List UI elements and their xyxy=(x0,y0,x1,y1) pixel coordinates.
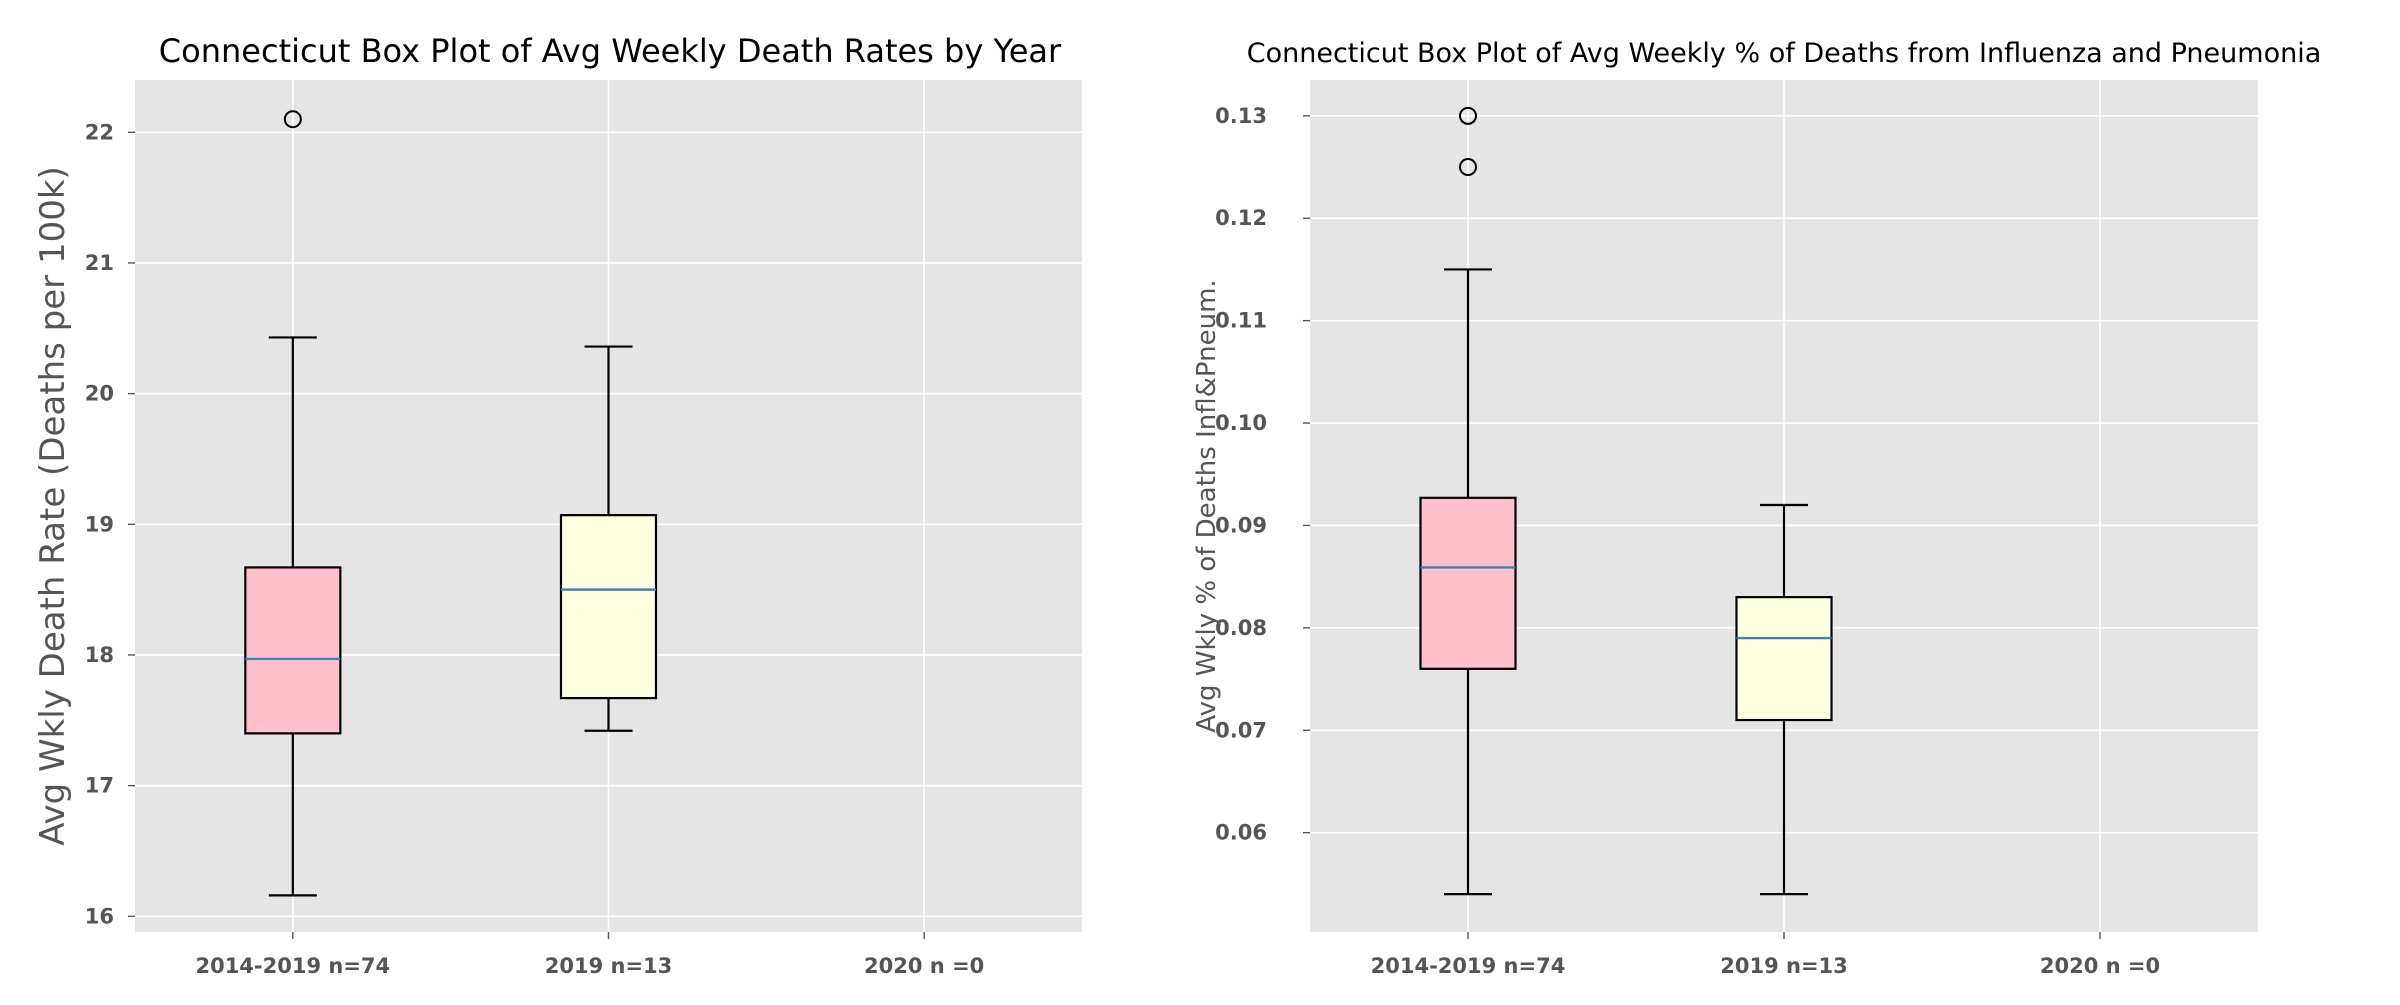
x-tick-label: 2019 n=13 xyxy=(1720,954,1848,978)
y-tick-label: 0.07 xyxy=(1215,718,1267,742)
outlier-point xyxy=(283,110,302,129)
chart-2: 0.06 0.07 0.08 0.09 0.10 0.11 0.12 0.13 2014-201… xyxy=(1192,38,2321,978)
y-tick-label: 19 xyxy=(85,512,114,536)
y-axis-label: Avg Wkly Death Rate (Deaths per 100k) xyxy=(33,166,73,846)
box-2 xyxy=(559,345,658,732)
box-1 xyxy=(244,110,342,897)
iqr-box xyxy=(1735,596,1833,722)
y-axis-label: Avg Wkly % of Deaths Infl&Pneum. xyxy=(1192,279,1222,732)
y-tick-label: 0.11 xyxy=(1215,309,1267,333)
y-tick-label: 0.06 xyxy=(1215,821,1267,845)
y-tick-label: 18 xyxy=(85,643,114,667)
y-tick-label: 0.10 xyxy=(1215,411,1267,435)
iqr-box xyxy=(244,566,342,735)
y-tick-label: 0.13 xyxy=(1215,104,1267,128)
y-tick-label: 17 xyxy=(85,774,114,798)
x-tick-label: 2014-2019 n=74 xyxy=(1371,954,1566,978)
box-2 xyxy=(1735,503,1833,896)
chart-title: Connecticut Box Plot of Avg Weekly % of … xyxy=(1247,38,2322,69)
y-tick-label: 21 xyxy=(85,251,114,275)
iqr-box xyxy=(1419,496,1517,670)
chart-title: Connecticut Box Plot of Avg Weekly Death… xyxy=(159,32,1062,70)
x-tick-label: 2014-2019 n=74 xyxy=(195,954,390,978)
x-tick-label: 2020 n =0 xyxy=(864,954,984,978)
x-tick-label: 2019 n=13 xyxy=(545,954,673,978)
iqr-box xyxy=(559,514,658,700)
y-tick-label: 22 xyxy=(85,120,114,144)
chart-1: 16 17 18 19 20 21 22 2014-2019 n=74 2019 n=13 202… xyxy=(33,32,1082,978)
y-tick-label: 16 xyxy=(85,904,114,928)
outlier-point xyxy=(1459,158,1477,177)
y-tick-label: 0.08 xyxy=(1215,616,1267,640)
box-1 xyxy=(1419,106,1517,896)
y-tick-label: 0.09 xyxy=(1215,513,1267,537)
outlier-point xyxy=(1459,106,1477,125)
x-tick-label: 2020 n =0 xyxy=(2040,954,2160,978)
y-tick-label: 0.12 xyxy=(1215,206,1267,230)
y-tick-label: 20 xyxy=(85,382,114,406)
